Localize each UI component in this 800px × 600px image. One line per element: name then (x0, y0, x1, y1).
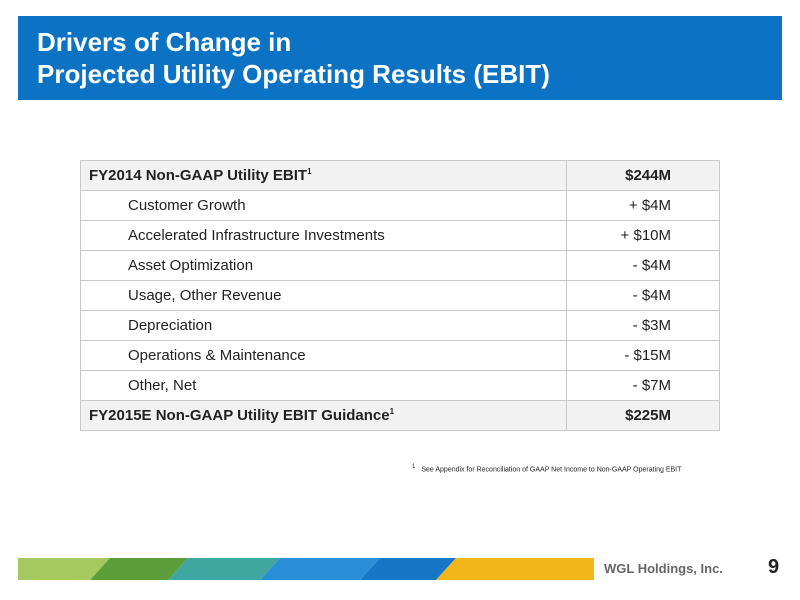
row-value: - $3M (565, 310, 721, 341)
page-number: 9 (768, 556, 780, 578)
table-row: Accelerated Infrastructure Investments +… (80, 220, 721, 251)
table-footer-row: FY2015E Non-GAAP Utility EBIT Guidance1 … (80, 400, 721, 431)
row-label: Depreciation (80, 310, 567, 341)
row-label: Operations & Maintenance (80, 340, 567, 371)
footer-value: $225M (565, 400, 721, 431)
row-label: Asset Optimization (80, 250, 567, 281)
row-value: - $4M (565, 280, 721, 311)
row-label: Usage, Other Revenue (80, 280, 567, 311)
slide-title-line-2: Projected Utility Operating Results (EBI… (37, 59, 550, 89)
table-row: Other, Net - $7M (80, 370, 721, 401)
table-row: Asset Optimization - $4M (80, 250, 721, 281)
header-label: FY2014 Non-GAAP Utility EBIT (89, 167, 308, 184)
table-row: Depreciation - $3M (80, 310, 721, 341)
stripe-segment-light-green (18, 558, 110, 580)
footnote-marker: 1 (412, 464, 416, 470)
stripe-segment-teal (168, 558, 280, 580)
footnote-text: See Appendix for Reconciliation of GAAP … (421, 466, 682, 474)
stripe-segment-dark-blue (360, 558, 456, 580)
table-row: Usage, Other Revenue - $4M (80, 280, 721, 311)
header-label-cell: FY2014 Non-GAAP Utility EBIT1 (80, 160, 567, 191)
row-value: + $10M (565, 220, 721, 251)
header-value: $244M (565, 160, 721, 191)
slide-title-line-1: Drivers of Change in (37, 27, 292, 57)
table-row: Operations & Maintenance - $15M (80, 340, 721, 371)
header-footnote-marker: 1 (307, 167, 312, 176)
row-label: Customer Growth (80, 190, 567, 221)
stripe-segment-blue (260, 558, 380, 580)
row-value: - $4M (565, 250, 721, 281)
row-value: - $7M (565, 370, 721, 401)
footer-label: FY2015E Non-GAAP Utility EBIT Guidance (89, 407, 390, 424)
footer-footnote-marker: 1 (389, 407, 395, 416)
row-value: + $4M (565, 190, 721, 221)
company-name: WGL Holdings, Inc. (604, 561, 723, 576)
row-value: - $15M (565, 340, 721, 371)
table-header-row: FY2014 Non-GAAP Utility EBIT1 $244M (80, 160, 721, 191)
footer-label-cell: FY2015E Non-GAAP Utility EBIT Guidance1 (80, 400, 567, 431)
row-label: Other, Net (80, 370, 567, 401)
table-row: Customer Growth + $4M (80, 190, 721, 221)
footnote: 1 See Appendix for Reconciliation of GAAP… (412, 464, 681, 473)
stripe-segment-green (90, 558, 188, 580)
row-label: Accelerated Infrastructure Investments (80, 220, 567, 251)
ebit-drivers-table: FY2014 Non-GAAP Utility EBIT1 $244M Cust… (80, 160, 721, 431)
decorative-stripe (18, 558, 594, 580)
title-bar: Drivers of Change in Projected Utility O… (18, 16, 782, 100)
stripe-segment-yellow (436, 558, 594, 580)
